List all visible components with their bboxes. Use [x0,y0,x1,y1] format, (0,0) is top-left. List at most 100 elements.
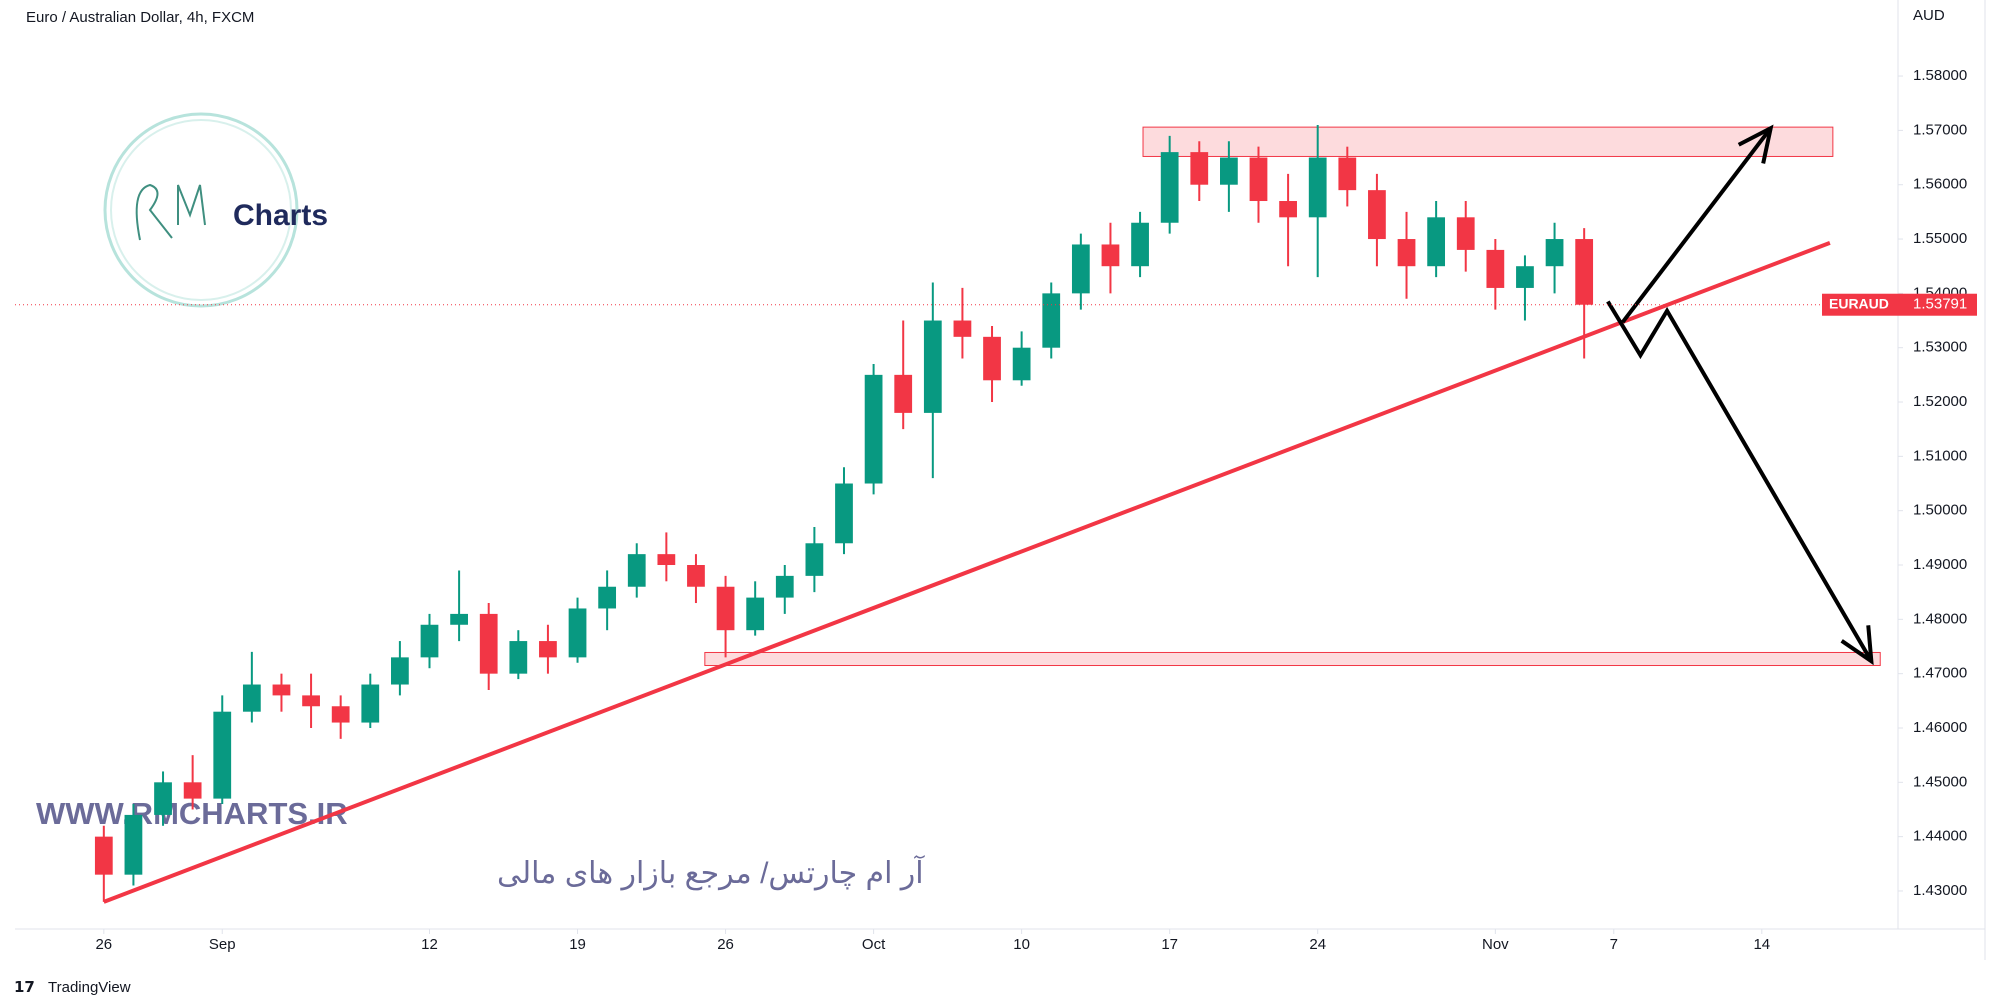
candle-body [450,613,468,625]
y-tick-label: 1.56000 [1913,176,1967,193]
y-tick-label: 1.57000 [1913,121,1967,138]
candle-body [1249,157,1268,202]
last-price-label: 1.53791 [1913,296,1967,313]
x-tick-label: Sep [209,936,236,953]
candle-body [1516,266,1534,288]
x-tick-label: 14 [1753,936,1770,953]
candle-body [1012,347,1031,381]
footer-text: TradingView [48,979,131,996]
candle-body [1160,152,1179,223]
candle-body [1427,217,1446,267]
footer-logo: 𝟭𝟳 [14,979,35,996]
x-tick-label: 24 [1309,936,1326,953]
candle-body [835,483,853,544]
candle-body [983,336,1001,381]
candle-body [1190,152,1209,185]
candle-body [1042,293,1061,348]
candle-body [1456,217,1475,250]
candle-body [420,624,439,658]
candle-body [894,374,913,413]
candle-body [775,575,794,598]
candle-body [94,836,113,875]
x-tick-label: 26 [95,936,112,953]
y-tick-label: 1.47000 [1913,665,1967,682]
zone [1142,126,1834,157]
trendline [103,240,1831,904]
candles [94,124,1594,902]
candle-body [124,814,143,875]
candle-body [539,641,557,658]
y-tick-label: 1.53000 [1913,339,1967,356]
candle-body [953,320,972,337]
y-tick-label: 1.44000 [1913,828,1967,845]
x-tick-label: Oct [862,936,886,953]
candle-body [805,543,824,576]
candle-body [1486,249,1505,288]
y-tick-label: 1.45000 [1913,773,1967,790]
arrow-head [1737,124,1774,164]
y-tick-label: 1.51000 [1913,447,1967,464]
symbol-label: EURAUD [1829,295,1889,311]
y-tick-label: 1.49000 [1913,556,1967,573]
arrow-head [1840,625,1874,666]
y-tick-label: 1.46000 [1913,719,1967,736]
candle-body [1220,157,1238,185]
candle-body [242,684,261,712]
watermark-tagline: آر ام چارتس/ مرجع بازار های مالی [497,855,925,891]
x-tick-label: 12 [421,936,438,953]
candle-body [183,782,202,799]
logo: Charts [103,112,328,308]
y-tick-label: 1.48000 [1913,610,1967,627]
candle-body [154,782,172,815]
candle-body [687,565,705,587]
candle-body [627,554,646,587]
last-price-box [1822,293,1977,316]
candle-body [716,586,735,631]
candle-body [1279,201,1297,218]
logo-ring-inner [110,119,292,301]
candle-body [1545,239,1564,267]
candle-body [1397,239,1416,267]
x-tick-label: 26 [717,936,734,953]
chart-title: Euro / Australian Dollar, 4h, FXCM [26,9,254,26]
candle-body [272,684,291,696]
candle-body [746,597,765,631]
candle-body [213,711,232,799]
candle-body [509,641,528,674]
logo-glyph [135,183,206,241]
candle-body [479,613,498,674]
candle-body [1575,239,1594,305]
candle-body [1071,244,1090,294]
candle-body [1101,244,1120,267]
arrow [1621,126,1773,324]
logo-ring [103,112,299,308]
candle-body [391,657,409,685]
candle-body [923,320,942,413]
candle-body [1368,190,1386,240]
candle-body [361,684,380,723]
x-tick-label: 17 [1161,936,1178,953]
y-tick-label: 1.43000 [1913,882,1967,899]
arrow [1606,300,1874,663]
candle-body [1308,157,1327,218]
y-tick-label: 1.52000 [1913,393,1967,410]
candle-body [598,586,617,609]
candle-body [864,374,883,484]
candle-body [331,706,350,723]
candle-body [568,608,587,658]
x-tick-label: 7 [1610,936,1618,953]
x-tick-label: 19 [569,936,586,953]
x-tick-label: Nov [1482,936,1509,953]
zone [704,651,1881,667]
candle-body [302,695,320,707]
x-tick-label: 10 [1013,936,1030,953]
logo-text: Charts [233,199,328,232]
currency-label: AUD [1913,7,1945,24]
y-tick-label: 1.58000 [1913,67,1967,84]
candle-body [1131,222,1149,267]
y-tick-label: 1.50000 [1913,502,1967,519]
y-tick-label: 1.55000 [1913,230,1967,247]
candle-body [657,554,676,566]
